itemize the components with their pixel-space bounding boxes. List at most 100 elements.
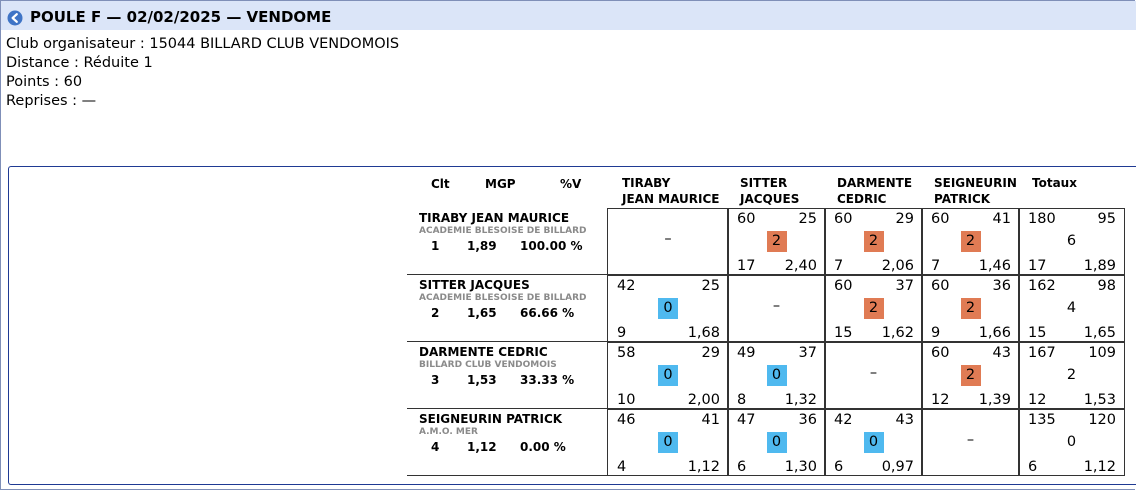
match-cell: 60 43 2 12 1,39 (921, 342, 1020, 409)
total-score: 0 (1066, 434, 1077, 450)
header-player-2-line1: SITTER (740, 176, 788, 190)
total-score: 6 (1066, 233, 1077, 249)
match-average: 1,68 (687, 325, 720, 341)
match-reprises: 8 (737, 392, 747, 408)
distance-info: Distance : Réduite 1 (6, 55, 153, 71)
match-score-loss-badge: 0 (863, 432, 884, 453)
match-cell: 60 41 2 7 1,46 (921, 208, 1020, 275)
match-cell: 58 29 0 10 2,00 (607, 342, 729, 409)
match-points: 58 (617, 345, 636, 361)
match-reprises: 7 (834, 258, 844, 274)
totals-cell: 180 95 6 17 1,89 (1018, 208, 1125, 275)
match-reprises: 4 (617, 459, 627, 475)
match-reprises: 15 (834, 325, 853, 341)
match-average: 1,32 (784, 392, 817, 408)
header-player-1: TIRABY JEAN MAURICE (622, 175, 719, 207)
player-row-label: SEIGNEURIN PATRICK A.M.O. MER 4 1,12 0.00 % (407, 409, 607, 476)
match-reprises: 17 (737, 258, 756, 274)
player-row-label: DARMENTE CEDRIC BILLARD CLUB VENDOMOIS 3 1,… (407, 342, 607, 409)
match-average: 0,97 (881, 459, 914, 475)
header-pctv: %V (560, 177, 582, 191)
total-average: 1,12 (1083, 459, 1116, 475)
title-bar: POULE F — 02/02/2025 — VENDOME (1, 1, 1136, 30)
points-info: Points : 60 (6, 74, 83, 90)
player-rank: 1 (431, 239, 440, 253)
match-points: 60 (834, 211, 853, 227)
match-points: 60 (931, 278, 950, 294)
player-club: BILLARD CLUB VENDOMOIS (419, 360, 557, 370)
match-score-loss-badge: 0 (658, 365, 678, 386)
match-score-win-badge: 2 (863, 298, 884, 319)
self-match-dash: – (869, 365, 878, 381)
total-points: 167 (1028, 345, 1056, 361)
reprises-info: Reprises : — (6, 93, 97, 109)
player-club: A.M.O. MER (419, 427, 478, 437)
header-player-1-line1: TIRABY (622, 176, 671, 190)
match-score-loss-badge: 0 (766, 432, 787, 453)
match-cell: 60 37 2 15 1,62 (824, 275, 923, 342)
back-arrow-icon[interactable] (7, 10, 23, 26)
match-points: 60 (931, 345, 950, 361)
organizer-info: Club organisateur : 15044 BILLARD CLUB V… (6, 36, 400, 52)
header-clt: Clt (431, 177, 450, 191)
total-series: 95 (1097, 211, 1116, 227)
match-points: 47 (737, 412, 756, 428)
match-score-win-badge: 2 (766, 231, 787, 252)
total-points: 135 (1028, 412, 1056, 428)
match-series: 41 (701, 412, 720, 428)
total-reprises: 12 (1028, 392, 1047, 408)
match-cell: 47 36 0 6 1,30 (727, 409, 826, 476)
self-match-dash: – (664, 231, 672, 247)
player-rank: 4 (431, 440, 440, 454)
totals-cell: 135 120 0 6 1,12 (1018, 409, 1125, 476)
match-points: 46 (617, 412, 636, 428)
header-player-3-line2: CEDRIC (837, 192, 887, 206)
header-totaux: Totaux (1032, 176, 1077, 190)
player-name: TIRABY JEAN MAURICE (419, 211, 570, 225)
match-points: 60 (834, 278, 853, 294)
match-average: 1,39 (978, 392, 1011, 408)
header-player-2: SITTER JACQUES (740, 175, 799, 207)
player-mgp: 1,53 (467, 373, 497, 387)
player-win-pct: 66.66 % (520, 306, 575, 320)
match-series: 29 (701, 345, 720, 361)
header-player-4-line1: SEIGNEURIN (934, 176, 1017, 190)
match-points: 42 (617, 278, 636, 294)
total-score: 4 (1066, 300, 1077, 316)
total-points: 180 (1028, 211, 1056, 227)
self-match-dash: – (772, 298, 781, 314)
match-score-win-badge: 2 (960, 365, 981, 386)
total-reprises: 6 (1028, 459, 1038, 475)
total-points: 162 (1028, 278, 1056, 294)
total-average: 1,89 (1083, 258, 1116, 274)
match-cell: – (824, 342, 923, 409)
match-average: 2,06 (881, 258, 914, 274)
header-player-2-line2: JACQUES (740, 192, 800, 206)
match-average: 1,12 (687, 459, 720, 475)
player-mgp: 1,65 (467, 306, 497, 320)
match-series: 43 (992, 345, 1011, 361)
total-reprises: 17 (1028, 258, 1047, 274)
match-reprises: 10 (617, 392, 636, 408)
match-cell: 49 37 0 8 1,32 (727, 342, 826, 409)
match-reprises: 9 (617, 325, 627, 341)
player-rank: 2 (431, 306, 440, 320)
match-cell: – (607, 208, 729, 275)
player-win-pct: 33.33 % (520, 373, 575, 387)
player-mgp: 1,89 (467, 239, 497, 253)
match-series: 29 (895, 211, 914, 227)
match-average: 1,66 (978, 325, 1011, 341)
match-series: 25 (701, 278, 720, 294)
total-average: 1,65 (1083, 325, 1116, 341)
header-player-1-line2: JEAN MAURICE (622, 192, 720, 206)
match-score-win-badge: 2 (863, 231, 884, 252)
match-points: 60 (931, 211, 950, 227)
match-reprises: 6 (737, 459, 747, 475)
player-row-label: SITTER JACQUES ACADEMIE BLESOISE DE BILLA… (407, 275, 607, 342)
match-cell: 60 25 2 17 2,40 (727, 208, 826, 275)
match-series: 36 (992, 278, 1011, 294)
match-points: 42 (834, 412, 853, 428)
total-reprises: 15 (1028, 325, 1047, 341)
match-score-loss-badge: 0 (658, 298, 678, 319)
header-player-3-line1: DARMENTE (837, 176, 913, 190)
